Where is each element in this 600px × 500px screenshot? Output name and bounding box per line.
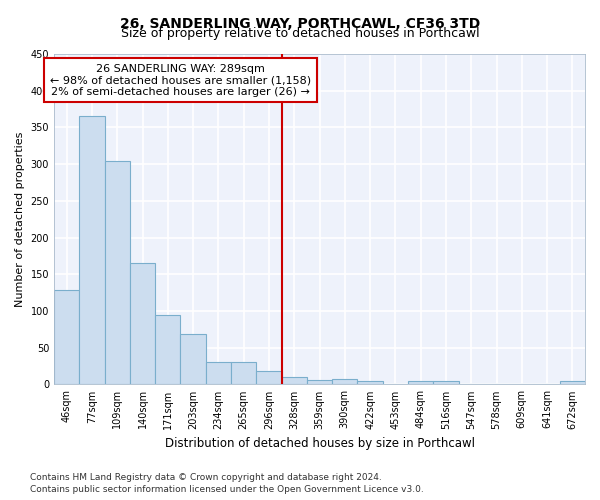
Bar	[231, 362, 256, 384]
Text: Contains HM Land Registry data © Crown copyright and database right 2024.
Contai: Contains HM Land Registry data © Crown c…	[30, 472, 424, 494]
Bar	[181, 334, 206, 384]
Bar	[54, 290, 79, 384]
Bar	[206, 362, 231, 384]
Bar	[155, 314, 181, 384]
Bar	[104, 161, 130, 384]
Bar	[256, 371, 281, 384]
Bar	[408, 382, 433, 384]
Bar	[130, 264, 155, 384]
Y-axis label: Number of detached properties: Number of detached properties	[15, 132, 25, 307]
Text: 26 SANDERLING WAY: 289sqm
← 98% of detached houses are smaller (1,158)
2% of sem: 26 SANDERLING WAY: 289sqm ← 98% of detac…	[50, 64, 311, 96]
Text: Size of property relative to detached houses in Porthcawl: Size of property relative to detached ho…	[121, 28, 479, 40]
Text: 26, SANDERLING WAY, PORTHCAWL, CF36 3TD: 26, SANDERLING WAY, PORTHCAWL, CF36 3TD	[120, 18, 480, 32]
Bar	[433, 382, 458, 384]
Bar	[307, 380, 332, 384]
Bar	[79, 116, 104, 384]
Bar	[358, 382, 383, 384]
Bar	[281, 377, 307, 384]
Bar	[332, 378, 358, 384]
X-axis label: Distribution of detached houses by size in Porthcawl: Distribution of detached houses by size …	[164, 437, 475, 450]
Bar	[560, 382, 585, 384]
